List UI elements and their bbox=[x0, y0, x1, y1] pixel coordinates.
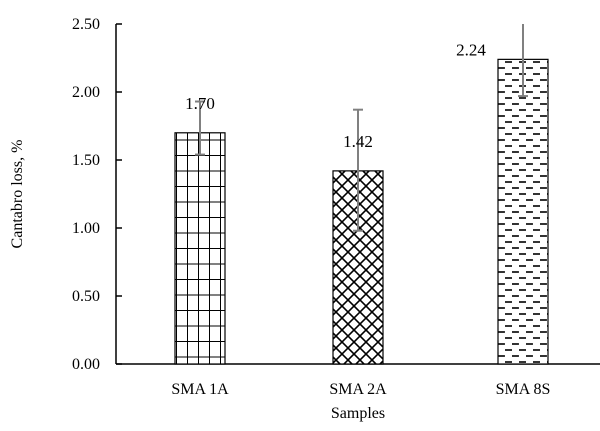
data-labels: 1.70 1.42 2.24 bbox=[185, 40, 486, 151]
x-tick-label: SMA 1A bbox=[171, 381, 229, 398]
bar-sma-1a bbox=[174, 132, 226, 365]
y-tick-label: 2.00 bbox=[72, 84, 100, 101]
error-bars bbox=[195, 24, 528, 232]
y-ticks: 0.00 0.50 1.00 1.50 2.00 2.50 bbox=[72, 16, 122, 373]
y-tick-label: 1.50 bbox=[72, 152, 100, 169]
y-tick-label: 0.00 bbox=[72, 356, 100, 373]
data-label: 1.42 bbox=[343, 132, 373, 151]
x-axis-title: Samples bbox=[331, 405, 385, 422]
y-axis-title: Cantabro loss, % bbox=[9, 140, 26, 249]
y-tick-label: 0.50 bbox=[72, 288, 100, 305]
data-label: 2.24 bbox=[456, 40, 486, 59]
bars bbox=[174, 58, 549, 365]
y-tick-label: 2.50 bbox=[72, 16, 100, 33]
data-label: 1.70 bbox=[185, 94, 215, 113]
x-tick-label: SMA 2A bbox=[329, 381, 387, 398]
x-tick-labels: SMA 1A SMA 2A SMA 8S bbox=[171, 381, 550, 398]
y-tick-label: 1.00 bbox=[72, 220, 100, 237]
x-tick-label: SMA 8S bbox=[496, 381, 551, 398]
bar-sma-8s bbox=[497, 58, 549, 365]
